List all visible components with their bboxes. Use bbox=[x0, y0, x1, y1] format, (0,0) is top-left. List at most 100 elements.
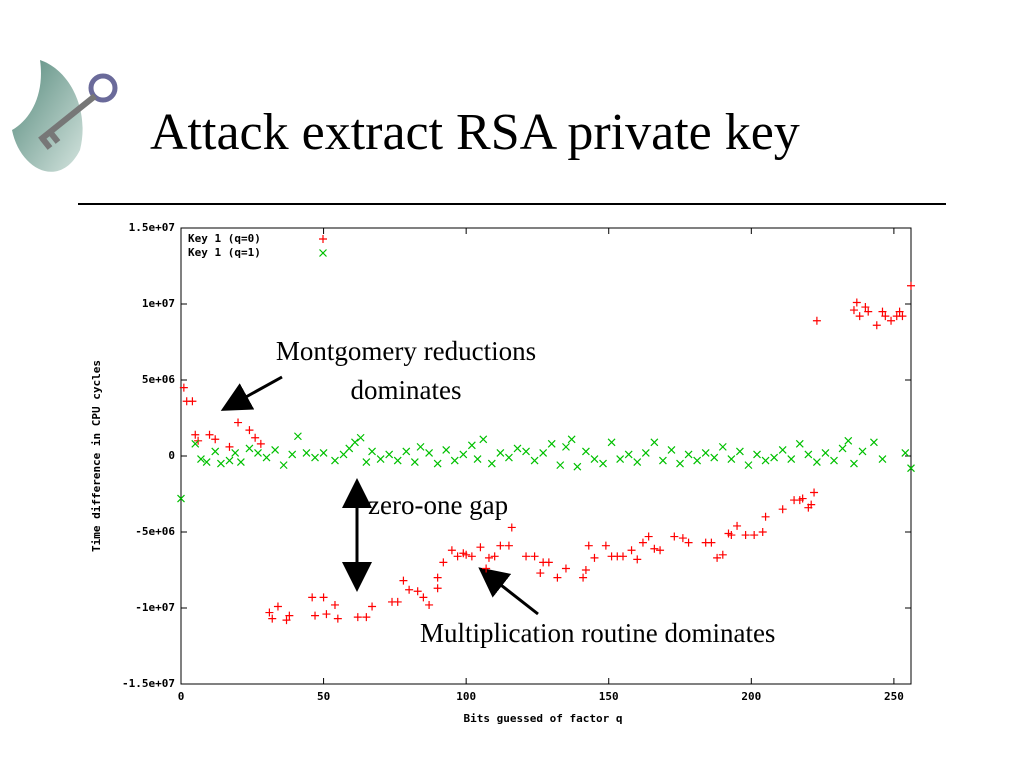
point bbox=[311, 611, 320, 620]
point bbox=[581, 566, 590, 574]
point bbox=[753, 450, 761, 459]
point bbox=[590, 455, 599, 463]
point bbox=[345, 444, 354, 453]
point bbox=[770, 453, 779, 462]
point bbox=[205, 430, 214, 439]
point bbox=[895, 307, 904, 316]
point bbox=[225, 442, 234, 451]
y-tick-label: 1e+07 bbox=[142, 297, 175, 310]
x-axis-label: Bits guessed of factor q bbox=[464, 712, 623, 725]
point bbox=[362, 613, 371, 622]
point bbox=[331, 456, 339, 465]
point bbox=[179, 383, 188, 392]
point bbox=[368, 447, 376, 456]
y-tick-label: -5e+06 bbox=[135, 525, 175, 538]
point bbox=[633, 555, 642, 564]
point bbox=[624, 450, 633, 459]
point bbox=[462, 550, 471, 559]
point bbox=[618, 552, 627, 561]
key-icon bbox=[12, 60, 118, 172]
y-tick-label: 5e+06 bbox=[142, 373, 175, 386]
point bbox=[262, 453, 271, 462]
point bbox=[385, 450, 394, 459]
point bbox=[684, 450, 693, 459]
point bbox=[707, 538, 716, 547]
point bbox=[821, 449, 830, 457]
legend-label: Key 1 (q=1) bbox=[188, 246, 261, 259]
point bbox=[727, 531, 736, 540]
point bbox=[718, 550, 727, 559]
legend-marker bbox=[319, 235, 327, 243]
x-tick-label: 200 bbox=[741, 690, 761, 703]
point bbox=[450, 456, 459, 465]
point bbox=[858, 447, 867, 456]
point bbox=[288, 450, 297, 459]
point bbox=[907, 281, 915, 290]
point bbox=[744, 461, 753, 470]
point bbox=[701, 449, 710, 457]
legend-label: Key 1 (q=0) bbox=[188, 232, 261, 245]
x-tick-label: 0 bbox=[178, 690, 185, 703]
point bbox=[353, 613, 362, 622]
slide-title: Attack extract RSA private key bbox=[150, 104, 800, 161]
x-tick-label: 250 bbox=[884, 690, 904, 703]
point bbox=[658, 456, 667, 465]
point bbox=[362, 458, 371, 467]
point bbox=[473, 455, 482, 463]
annotation: Montgomery reductions bbox=[276, 336, 536, 366]
point bbox=[425, 449, 434, 457]
point bbox=[330, 600, 339, 609]
point bbox=[339, 450, 348, 459]
point bbox=[861, 303, 870, 312]
point bbox=[627, 546, 636, 555]
point bbox=[644, 532, 653, 541]
point bbox=[536, 569, 545, 578]
point bbox=[413, 587, 422, 596]
point bbox=[393, 456, 402, 465]
point bbox=[607, 438, 616, 447]
point bbox=[693, 456, 702, 465]
point bbox=[487, 459, 496, 468]
point bbox=[881, 312, 890, 321]
point bbox=[308, 593, 317, 602]
point bbox=[522, 552, 531, 561]
point bbox=[496, 449, 505, 457]
point bbox=[684, 538, 693, 547]
point bbox=[656, 546, 665, 555]
point bbox=[368, 602, 377, 611]
x-tick-label: 150 bbox=[599, 690, 619, 703]
point bbox=[650, 544, 659, 553]
point bbox=[761, 512, 770, 521]
point bbox=[425, 600, 434, 609]
point bbox=[601, 541, 610, 550]
point bbox=[810, 488, 819, 497]
point bbox=[678, 534, 687, 543]
point bbox=[293, 432, 302, 441]
point bbox=[271, 445, 280, 454]
point bbox=[638, 538, 647, 547]
y-tick-label: -1e+07 bbox=[135, 601, 175, 614]
point bbox=[356, 433, 365, 442]
x-tick-label: 50 bbox=[317, 690, 330, 703]
point bbox=[804, 450, 813, 459]
point bbox=[530, 456, 539, 465]
point bbox=[333, 614, 342, 623]
point bbox=[442, 445, 451, 454]
point bbox=[758, 528, 767, 536]
y-axis-label: Time difference in CPU cycles bbox=[90, 360, 103, 552]
point bbox=[733, 521, 742, 530]
point bbox=[433, 584, 442, 593]
legend-marker bbox=[319, 249, 327, 257]
point bbox=[273, 602, 282, 611]
point bbox=[433, 573, 442, 582]
x-tick-label: 100 bbox=[456, 690, 476, 703]
point bbox=[530, 552, 539, 561]
point bbox=[670, 532, 679, 541]
y-tick-label: -1.5e+07 bbox=[122, 677, 175, 690]
point bbox=[245, 444, 254, 453]
point bbox=[268, 614, 277, 623]
point bbox=[191, 439, 200, 448]
point bbox=[633, 458, 642, 467]
point bbox=[459, 450, 468, 459]
point bbox=[191, 430, 200, 439]
